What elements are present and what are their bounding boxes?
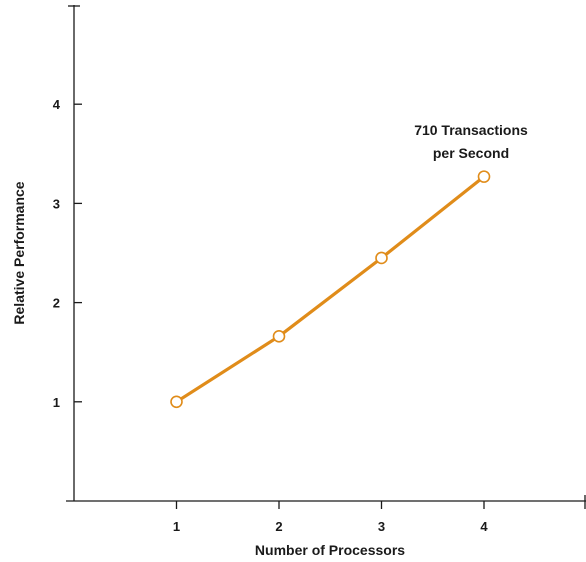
y-tick-label-2: 2 bbox=[53, 296, 60, 311]
x-tick-label-4: 4 bbox=[480, 519, 488, 534]
data-point-1-4 bbox=[477, 170, 491, 183]
data-point-1-2 bbox=[272, 330, 286, 343]
ticks: 1 2 3 4 1 2 3 4 bbox=[53, 5, 586, 534]
series-group bbox=[170, 170, 491, 409]
y-axis-label: Relative Performance bbox=[11, 181, 27, 324]
x-axis-label: Number of Processors bbox=[255, 542, 405, 558]
x-tick-label-2: 2 bbox=[275, 519, 282, 534]
y-tick-label-4: 4 bbox=[53, 97, 61, 112]
x-tick-label-1: 1 bbox=[173, 519, 180, 534]
annotation-line-2: per Second bbox=[433, 145, 509, 161]
x-tick-label-3: 3 bbox=[378, 519, 385, 534]
series-line-1 bbox=[175, 175, 485, 404]
annotation-line-1: 710 Transactions bbox=[414, 122, 528, 138]
data-point-1-1 bbox=[170, 395, 183, 409]
axes bbox=[66, 5, 586, 502]
data-point-1-3 bbox=[375, 251, 388, 265]
y-tick-label-1: 1 bbox=[53, 395, 60, 410]
y-tick-label-3: 3 bbox=[53, 196, 60, 211]
